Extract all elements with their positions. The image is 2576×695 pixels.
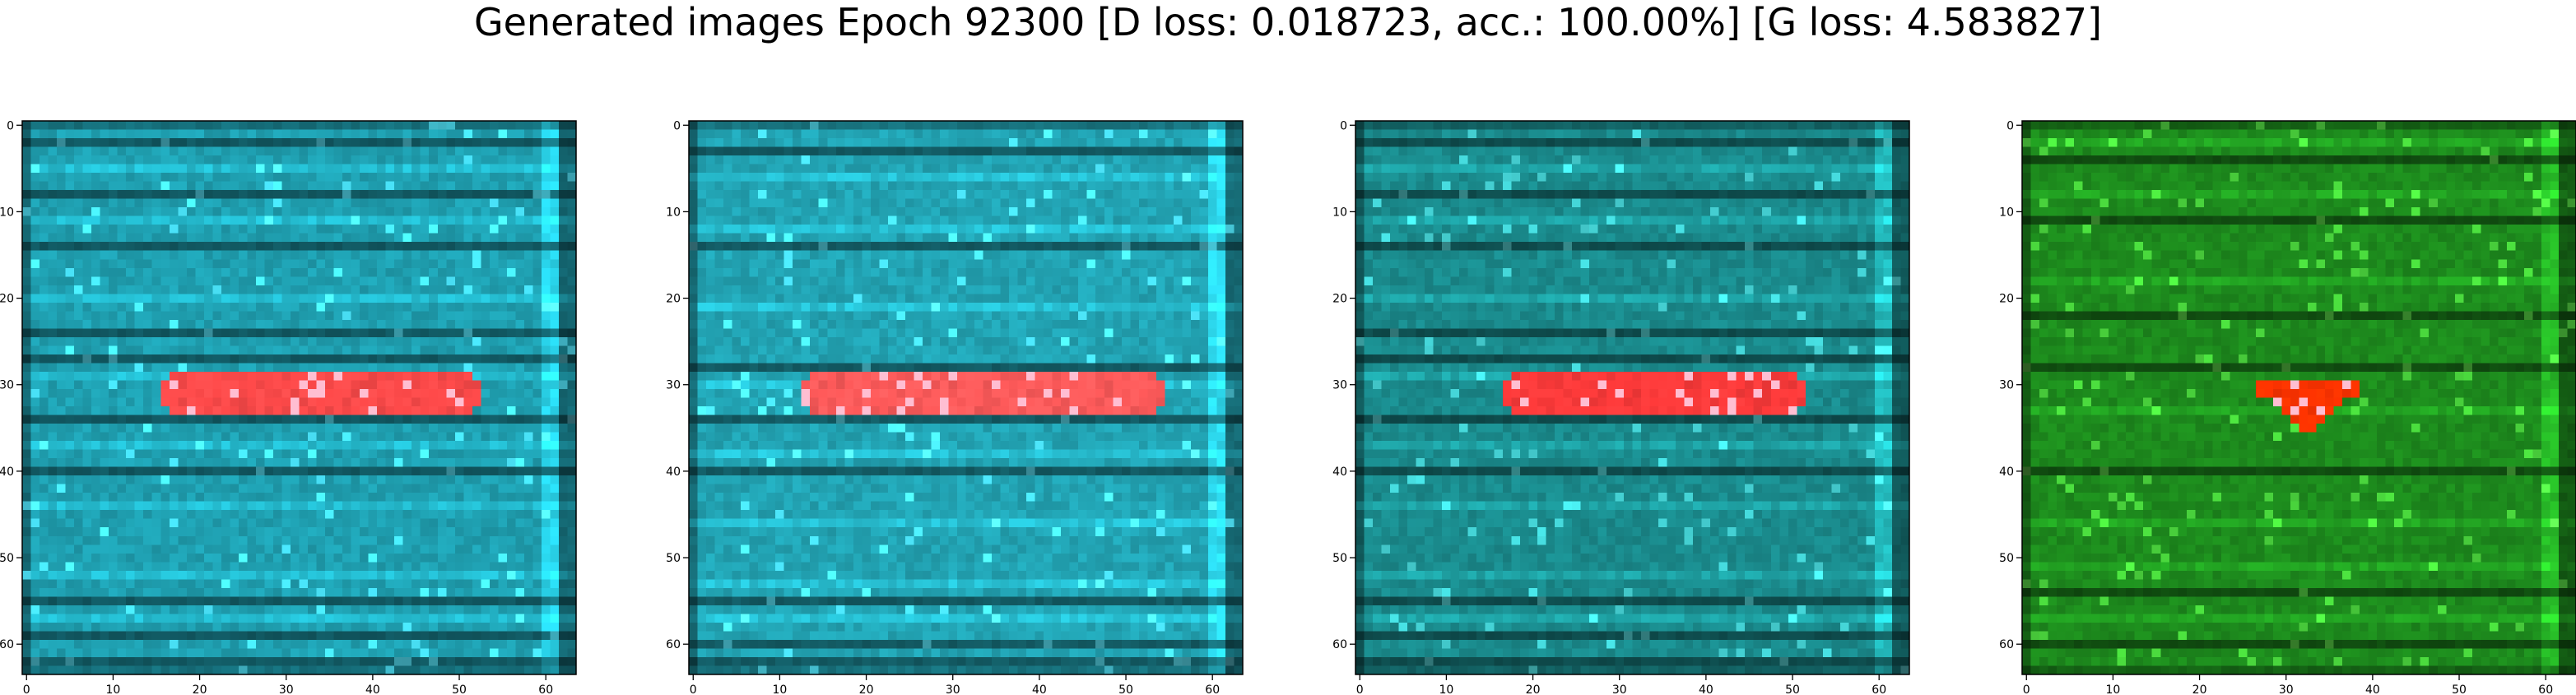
y-tick-label: 30 bbox=[1999, 379, 2014, 392]
y-tick-label: 20 bbox=[666, 293, 681, 306]
image-panel-1: 0 10 20 30 40 50 60 0 10 20 30 40 50 60 bbox=[0, 119, 577, 695]
image-raster-3 bbox=[1355, 121, 1910, 675]
x-tick-label: 30 bbox=[1612, 683, 1627, 695]
x-tick-label: 30 bbox=[279, 683, 294, 695]
y-tick-label: 30 bbox=[1332, 379, 1347, 392]
y-tick-label: 30 bbox=[0, 379, 14, 392]
y-tick-label: 40 bbox=[0, 466, 14, 479]
axes-frame bbox=[2021, 120, 2576, 675]
x-tick-label: 20 bbox=[1526, 683, 1541, 695]
x-tick-label: 30 bbox=[2279, 683, 2294, 695]
y-tick-label: 50 bbox=[666, 552, 681, 565]
x-tick-label: 0 bbox=[23, 683, 30, 695]
y-tick-label: 50 bbox=[1999, 552, 2014, 565]
x-tick-label: 30 bbox=[946, 683, 960, 695]
x-tick-label: 10 bbox=[1439, 683, 1454, 695]
y-tick-label: 10 bbox=[1332, 206, 1347, 219]
axes-frame bbox=[1355, 120, 1910, 675]
x-tick-label: 20 bbox=[859, 683, 874, 695]
x-tick-label: 60 bbox=[1872, 683, 1886, 695]
x-tick-label: 40 bbox=[365, 683, 380, 695]
image-panel-2: 0 10 20 30 40 50 60 0 10 20 30 40 50 60 bbox=[666, 119, 1244, 695]
y-tick-label: 0 bbox=[1340, 119, 1347, 132]
y-tick-label: 0 bbox=[2006, 119, 2014, 132]
y-tick-label: 30 bbox=[666, 379, 681, 392]
x-tick-label: 50 bbox=[1785, 683, 1800, 695]
x-tick-label: 40 bbox=[1699, 683, 1713, 695]
image-panel-4: 0 10 20 30 40 50 60 0 10 20 30 40 50 60 bbox=[1999, 119, 2576, 695]
y-tick-label: 10 bbox=[0, 206, 14, 219]
y-tick-label: 40 bbox=[1332, 466, 1347, 479]
axes-frame bbox=[688, 120, 1244, 675]
x-tick-label: 60 bbox=[2538, 683, 2553, 695]
x-tick-label: 10 bbox=[773, 683, 788, 695]
y-tick-label: 60 bbox=[1999, 638, 2014, 651]
x-tick-label: 20 bbox=[2192, 683, 2207, 695]
y-tick-label: 50 bbox=[1332, 552, 1347, 565]
y-tick-label: 40 bbox=[666, 466, 681, 479]
y-tick-label: 50 bbox=[0, 552, 14, 565]
image-panel-3: 0 10 20 30 40 50 60 0 10 20 30 40 50 60 bbox=[1332, 119, 1910, 695]
x-tick-label: 0 bbox=[690, 683, 697, 695]
image-raster-2 bbox=[689, 121, 1244, 675]
figure-title: Generated images Epoch 92300 [D loss: 0.… bbox=[473, 0, 2103, 44]
x-tick-label: 60 bbox=[538, 683, 553, 695]
image-raster-1 bbox=[22, 121, 577, 675]
y-tick-label: 20 bbox=[1999, 293, 2014, 306]
x-tick-label: 40 bbox=[1032, 683, 1047, 695]
x-tick-label: 0 bbox=[1356, 683, 1364, 695]
y-tick-label: 20 bbox=[1332, 293, 1347, 306]
y-tick-label: 10 bbox=[666, 206, 681, 219]
x-tick-label: 50 bbox=[452, 683, 467, 695]
x-tick-label: 40 bbox=[2365, 683, 2380, 695]
x-tick-label: 0 bbox=[2023, 683, 2030, 695]
image-raster-4 bbox=[2022, 121, 2576, 675]
x-tick-label: 10 bbox=[106, 683, 121, 695]
y-tick-label: 60 bbox=[666, 638, 681, 651]
x-tick-label: 10 bbox=[2106, 683, 2121, 695]
x-tick-label: 50 bbox=[1118, 683, 1133, 695]
y-tick-label: 10 bbox=[1999, 206, 2014, 219]
y-tick-label: 0 bbox=[7, 119, 14, 132]
y-tick-label: 0 bbox=[673, 119, 681, 132]
x-tick-label: 20 bbox=[193, 683, 207, 695]
x-tick-label: 50 bbox=[2452, 683, 2467, 695]
x-tick-label: 60 bbox=[1205, 683, 1220, 695]
y-tick-label: 20 bbox=[0, 293, 14, 306]
y-tick-label: 40 bbox=[1999, 466, 2014, 479]
axes-frame bbox=[21, 120, 577, 675]
y-tick-label: 60 bbox=[0, 638, 14, 651]
y-tick-label: 60 bbox=[1332, 638, 1347, 651]
